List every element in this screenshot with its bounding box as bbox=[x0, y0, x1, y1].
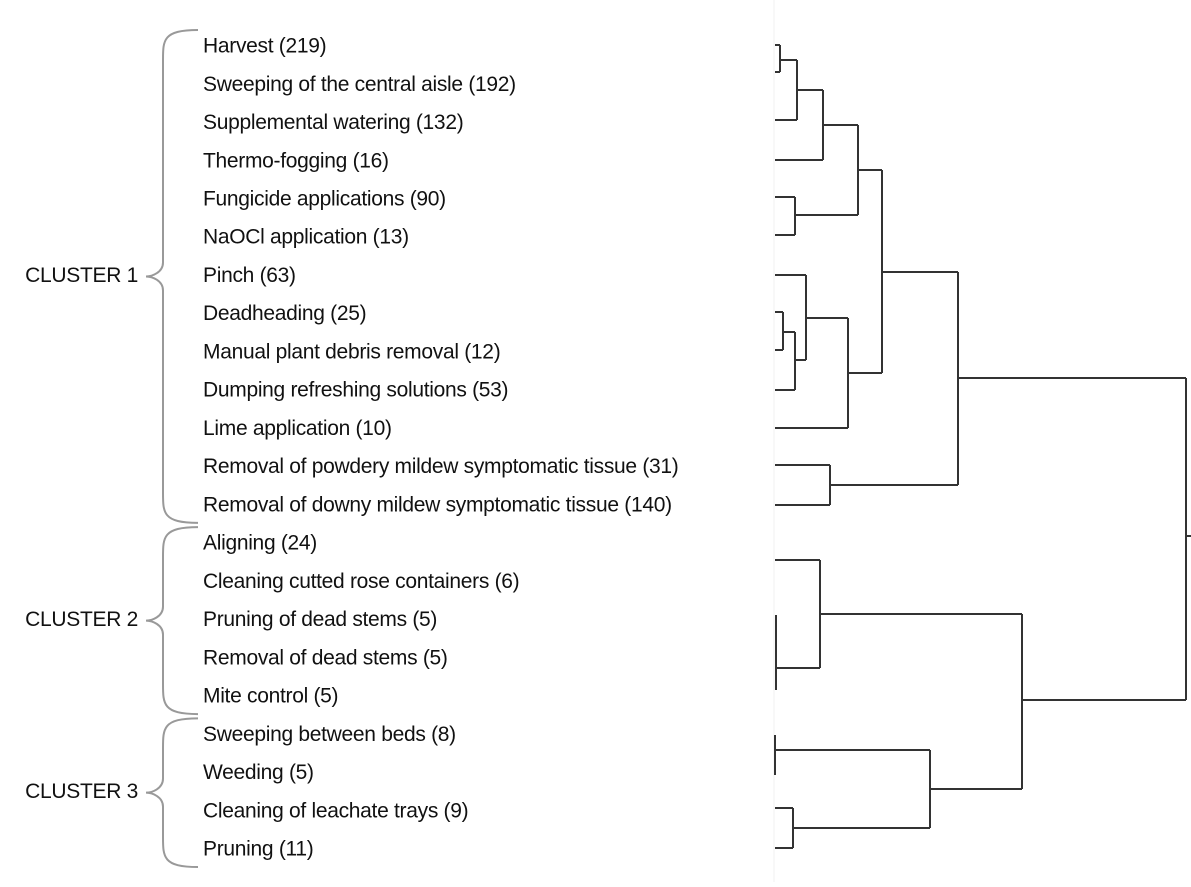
leaf-label: Removal of downy mildew symptomatic tiss… bbox=[203, 493, 672, 516]
leaf-label: Removal of powdery mildew symptomatic ti… bbox=[203, 455, 678, 478]
cluster-label: CLUSTER 3 bbox=[25, 780, 138, 803]
leaf-label: Manual plant debris removal (12) bbox=[203, 340, 500, 363]
dendrogram bbox=[774, 44, 1191, 849]
leaf-label: Thermo-fogging (16) bbox=[203, 149, 389, 172]
leaf-label: Dumping refreshing solutions (53) bbox=[203, 379, 508, 402]
leaf-label: Cleaning cutted rose containers (6) bbox=[203, 570, 519, 593]
leaf-label: Pinch (63) bbox=[203, 264, 296, 287]
cluster-label: CLUSTER 1 bbox=[25, 264, 138, 287]
leaf-label: Lime application (10) bbox=[203, 417, 392, 440]
leaf-label: Removal of dead stems (5) bbox=[203, 646, 448, 669]
leaf-label: Sweeping of the central aisle (192) bbox=[203, 73, 516, 96]
cluster-brace bbox=[145, 29, 199, 524]
leaf-label: Cleaning of leachate trays (9) bbox=[203, 799, 468, 822]
leaf-label: Supplemental watering (132) bbox=[203, 111, 463, 134]
leaf-label: Weeding (5) bbox=[203, 761, 314, 784]
leaf-label: Sweeping between beds (8) bbox=[203, 723, 456, 746]
cluster-brace bbox=[145, 526, 199, 716]
leaf-label: Pruning (11) bbox=[203, 838, 313, 861]
leaf-label: Fungicide applications (90) bbox=[203, 188, 446, 211]
leaf-label: Mite control (5) bbox=[203, 685, 338, 708]
leaf-label: Pruning of dead stems (5) bbox=[203, 608, 437, 631]
leaf-label: Deadheading (25) bbox=[203, 302, 366, 325]
leaf-label: Aligning (24) bbox=[203, 532, 317, 555]
cluster-label: CLUSTER 2 bbox=[25, 608, 138, 631]
leaf-label: Harvest (219) bbox=[203, 35, 326, 58]
leaf-label: NaOCl application (13) bbox=[203, 226, 409, 249]
cluster-brace bbox=[145, 717, 199, 869]
